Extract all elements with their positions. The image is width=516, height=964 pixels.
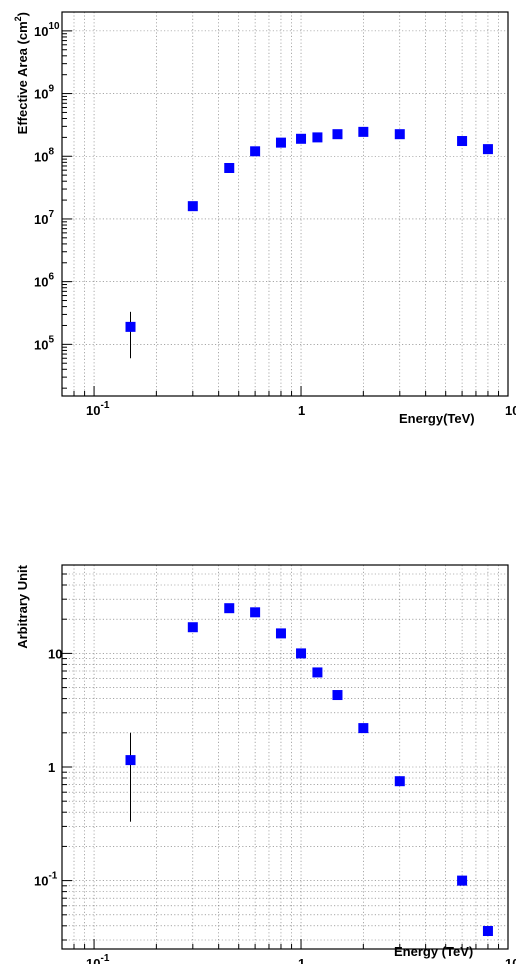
data-point [358, 723, 369, 734]
y-tick-label-exponent: 7 [48, 209, 54, 220]
y-tick-label: 106 [34, 272, 54, 290]
y-axis-label: Arbitrary Unit [15, 564, 30, 648]
y-tick-label: 1010 [34, 21, 60, 39]
x-axis-label: Energy(TeV) [399, 411, 475, 426]
y-tick-label-base: 10 [34, 874, 48, 889]
y-tick-label-base: 10 [34, 212, 48, 227]
y-axis-label-text: Effective Area (cm [15, 21, 30, 134]
y-tick-label-base: 10 [34, 87, 48, 102]
y-tick-label: 109 [34, 84, 54, 102]
y-axis-label-suffix: ) [15, 12, 30, 16]
data-point [332, 690, 343, 701]
x-tick-label-base: 10 [86, 403, 100, 418]
y-tick-label-base: 10 [34, 275, 48, 290]
data-point [358, 126, 369, 137]
data-point [394, 129, 405, 140]
y-tick-label-base: 10 [48, 646, 62, 661]
y-tick-label: 10-1 [34, 871, 58, 889]
data-point [224, 162, 235, 173]
data-point [275, 137, 286, 148]
y-tick-label-exponent: 5 [48, 334, 54, 345]
y-tick-label-base: 10 [34, 149, 48, 164]
data-point [482, 926, 493, 937]
data-point [224, 603, 235, 614]
y-tick-label-base: 1 [48, 760, 55, 775]
y-tick-label-exponent: -1 [48, 871, 57, 882]
data-point [250, 607, 261, 618]
y-axis-label-superscript: 2 [13, 16, 23, 21]
data-point [296, 648, 307, 659]
data-point [250, 146, 261, 157]
x-tick-label-exponent: -1 [101, 400, 110, 411]
data-point [125, 755, 136, 766]
data-point [312, 667, 323, 678]
data-point [312, 132, 323, 143]
y-tick-label: 105 [34, 334, 54, 352]
x-tick-label-base: 1 [298, 403, 305, 418]
x-tick-label: 10 [505, 403, 516, 418]
y-tick-label-exponent: 8 [48, 146, 54, 157]
y-tick-label-exponent: 10 [48, 21, 60, 32]
data-point [457, 875, 468, 886]
data-point [125, 321, 136, 332]
grid [61, 564, 509, 949]
y-tick-label-exponent: 6 [48, 272, 54, 283]
data-point [482, 144, 493, 155]
y-tick-label: 108 [34, 146, 54, 164]
plot-frame [61, 564, 509, 950]
x-tick-label: 1 [298, 956, 305, 964]
data-point [275, 628, 286, 639]
y-tick-label-base: 10 [34, 24, 48, 39]
data-point [457, 136, 468, 147]
grid [61, 11, 509, 396]
y-tick-label: 10 [48, 646, 62, 661]
x-tick-label-exponent: -1 [101, 953, 110, 964]
data-point [187, 201, 198, 212]
x-tick-label: 10 [505, 956, 516, 964]
y-tick-label: 1 [48, 760, 55, 775]
x-tick-label-base: 10 [505, 403, 516, 418]
x-tick-label-base: 10 [505, 956, 516, 964]
data-point [296, 133, 307, 144]
x-tick-label-base: 10 [86, 956, 100, 964]
x-tick-label-base: 1 [298, 956, 305, 964]
y-axis-label: Effective Area (cm2) [13, 12, 30, 134]
data-point [187, 622, 198, 633]
x-tick-label: 10-1 [86, 953, 110, 964]
chart-panel-1: 10-1 1 101051061071081091010Energy(TeV)Eff… [13, 11, 516, 426]
data-point [394, 776, 405, 787]
data-point [332, 129, 343, 140]
x-axis-label: Energy (TeV) [394, 944, 473, 959]
x-tick-label: 1 [298, 403, 305, 418]
plot-frame [61, 11, 509, 397]
y-tick-label-exponent: 9 [48, 84, 54, 95]
y-tick-label-base: 10 [34, 337, 48, 352]
y-tick-label: 107 [34, 209, 54, 227]
x-tick-label: 10-1 [86, 400, 110, 418]
